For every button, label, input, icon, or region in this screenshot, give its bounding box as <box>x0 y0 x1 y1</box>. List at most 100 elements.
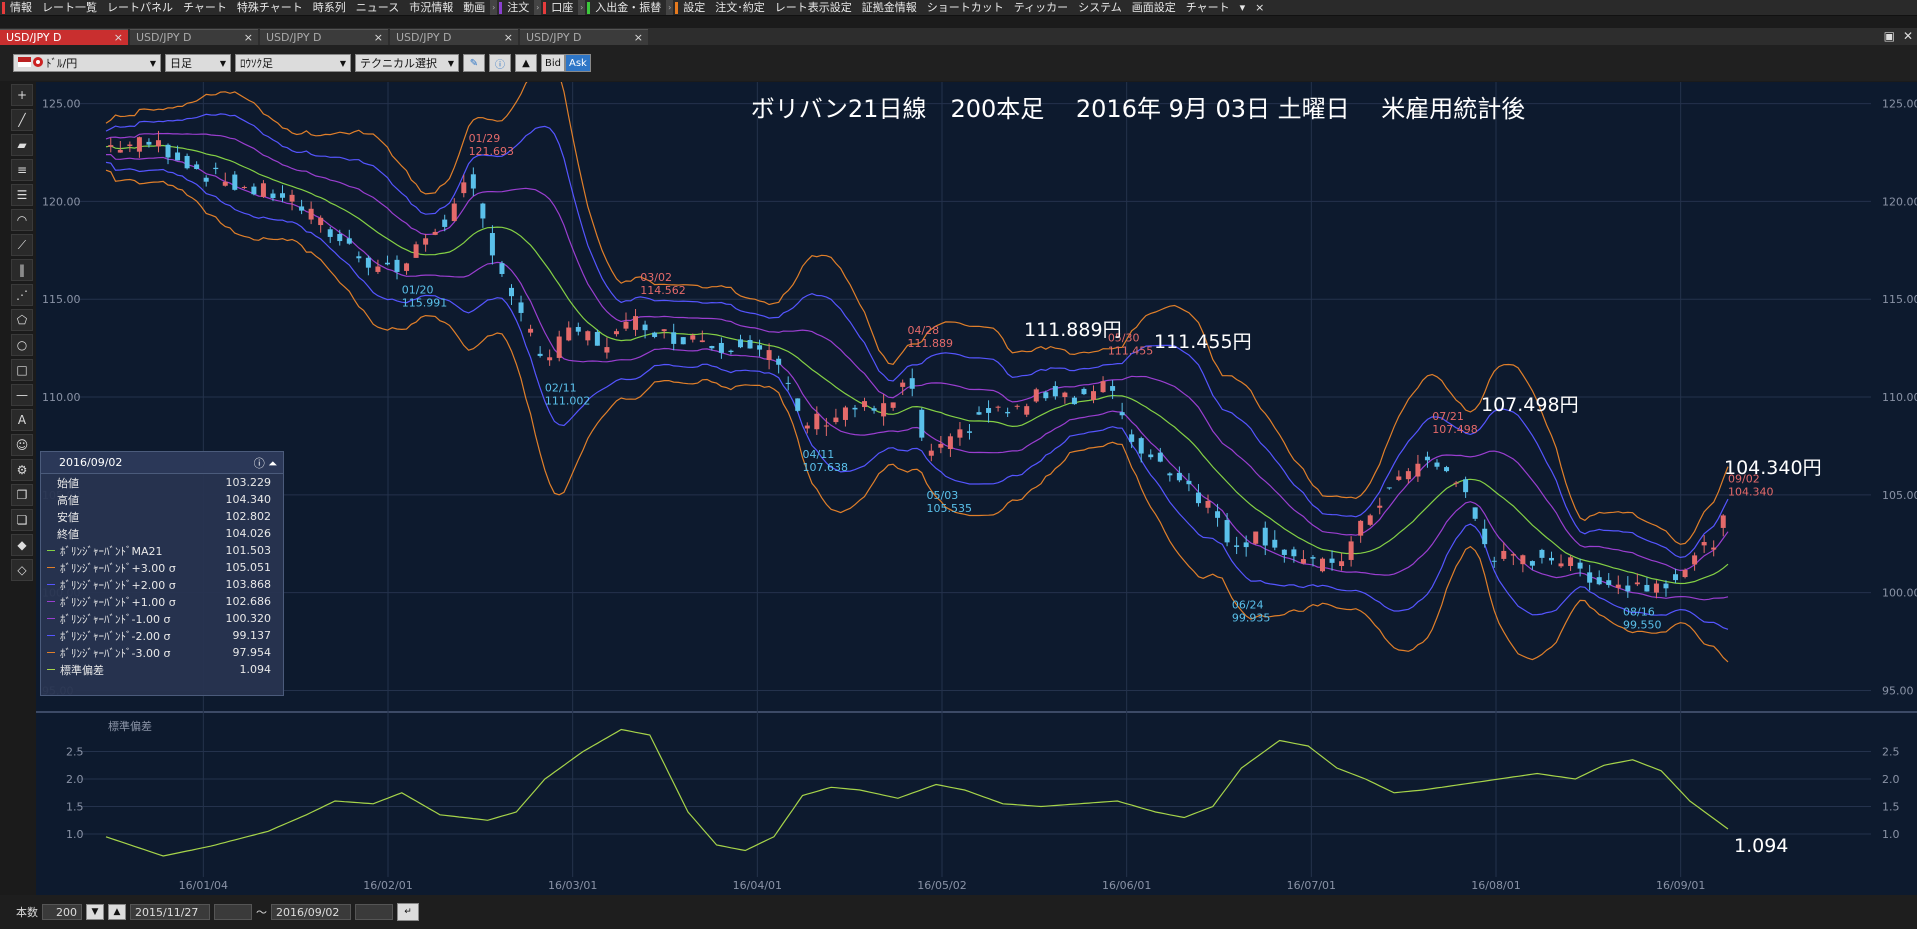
text-tool[interactable]: A <box>11 409 33 431</box>
period-select[interactable]: 日足 ▼ <box>165 54 231 72</box>
candle-body <box>891 402 896 407</box>
y-tick-label-right: 110.00 <box>1882 391 1917 404</box>
chart-tab[interactable]: USD/JPY D × <box>0 29 128 45</box>
line-tool[interactable]: — <box>11 384 33 406</box>
menu-item[interactable]: 市況情報 <box>404 0 458 16</box>
menu-item[interactable]: 画面設定 <box>1127 0 1181 16</box>
info-button[interactable]: ⓘ <box>489 54 511 72</box>
hline-tool[interactable]: ≡ <box>11 159 33 181</box>
candle-body <box>1120 412 1125 415</box>
menu-item[interactable]: レート一覧 <box>37 0 102 16</box>
candle-body <box>185 156 190 168</box>
candle-body <box>1482 529 1487 544</box>
paste-tool[interactable]: ❏ <box>11 509 33 531</box>
highlight-price-label: 111.889円 <box>1024 319 1122 341</box>
up-arrow-icon: ▲ <box>114 907 121 917</box>
chart-tab[interactable]: USD/JPY D × <box>520 29 648 45</box>
candle-body <box>452 204 457 222</box>
ruler-tool[interactable]: ▰ <box>11 134 33 156</box>
copy-tool[interactable]: ❐ <box>11 484 33 506</box>
menu-item[interactable]: 注文 <box>502 0 534 16</box>
menu-item[interactable]: ショートカット <box>922 0 1009 16</box>
menu-item[interactable]: 注文･約定 <box>710 0 770 16</box>
candle-body <box>1358 521 1363 536</box>
pentagon-tool[interactable]: ⬠ <box>11 309 33 331</box>
tab-close-icon[interactable]: × <box>634 31 643 44</box>
chart-type-select[interactable]: ﾛｳｿｸ足 ▼ <box>235 54 351 72</box>
menu-item[interactable]: チャート <box>178 0 232 16</box>
tab-close-icon[interactable]: × <box>504 31 513 44</box>
menu-item[interactable]: 情報 <box>5 0 37 16</box>
vlines-tool[interactable]: ‖ <box>11 259 33 281</box>
candle-body <box>1034 389 1039 401</box>
rectangle-tool[interactable]: □ <box>11 359 33 381</box>
menu-item[interactable]: 動画 <box>458 0 490 16</box>
candle-body <box>614 331 619 334</box>
candle-body <box>986 408 991 413</box>
candle-body <box>309 209 314 220</box>
tab-close-icon[interactable]: × <box>374 31 383 44</box>
chart-area[interactable]: 16/01/04 16/02/01 16/03/01 16/04/01 16/05/02… <box>36 82 1917 895</box>
bars-down-button[interactable]: ▼ <box>86 904 104 920</box>
tab-close-icon[interactable]: × <box>244 31 253 44</box>
apply-button[interactable]: ↵ <box>397 903 419 921</box>
info-row-value: 105.051 <box>226 561 272 574</box>
candle-body <box>719 343 724 353</box>
annotation-date: 01/29 <box>469 132 501 145</box>
menu-more-icon[interactable]: ▾ <box>1235 0 1251 16</box>
horizontal-lines-icon: ≡ <box>17 163 27 177</box>
fan-tool[interactable]: ⟋ <box>11 234 33 256</box>
menu-item[interactable]: 入出金・振替 <box>590 0 666 16</box>
menu-item[interactable]: 口座 <box>546 0 578 16</box>
menu-item[interactable]: システム <box>1073 0 1127 16</box>
crosshair-tool[interactable]: + <box>11 84 33 106</box>
from-date-field[interactable]: 2015/11/27 <box>130 904 210 920</box>
channel-tool[interactable]: ☰ <box>11 184 33 206</box>
menu-item[interactable]: ニュース <box>351 0 404 16</box>
menu-item[interactable]: 証拠金情報 <box>857 0 922 16</box>
menu-item[interactable]: レート表示設定 <box>770 0 857 16</box>
icon-tool[interactable]: ☺ <box>11 434 33 456</box>
info-collapse-icon[interactable]: ⓘ ⏶ <box>254 455 277 471</box>
technical-select[interactable]: テクニカル選択 ▼ <box>355 54 459 72</box>
chart-mode-button[interactable]: ▲ <box>515 54 537 72</box>
chart-tab[interactable]: USD/JPY D × <box>390 29 518 45</box>
menu-item[interactable]: 特殊チャート <box>232 0 308 16</box>
bars-up-button[interactable]: ▲ <box>108 904 126 920</box>
candle-body <box>528 329 533 333</box>
from-time-field[interactable] <box>214 904 252 920</box>
fib-arc-tool[interactable]: ◠ <box>11 209 33 231</box>
settings-tool[interactable]: ⚙ <box>11 459 33 481</box>
menu-item[interactable]: 時系列 <box>308 0 351 16</box>
pair-select[interactable]: ﾄﾞﾙ/円 ▼ <box>13 54 161 72</box>
ask-button[interactable]: Ask <box>565 54 591 72</box>
menu-item[interactable]: 設定 <box>678 0 710 16</box>
chart-tab[interactable]: USD/JPY D × <box>130 29 258 45</box>
menu-item[interactable]: チャート <box>1181 0 1235 16</box>
pen-button[interactable]: ✎ <box>463 54 485 72</box>
eraser-all-tool[interactable]: ◇ <box>11 559 33 581</box>
trendline-tool[interactable]: ╱ <box>11 109 33 131</box>
chart-tab[interactable]: USD/JPY D × <box>260 29 388 45</box>
tab-close-icon[interactable]: × <box>114 31 123 44</box>
menu-item[interactable]: レートパネル <box>102 0 178 16</box>
candle-body <box>1081 389 1086 394</box>
legend-swatch <box>47 618 55 619</box>
menu-item[interactable]: ティッカー <box>1009 0 1073 16</box>
circle-tool[interactable]: ○ <box>11 334 33 356</box>
bars-count-field[interactable]: 200 <box>42 904 82 920</box>
tab-bar: USD/JPY D × USD/JPY D × USD/JPY D × USD/JPY D ×… <box>0 28 1917 45</box>
to-time-field[interactable] <box>355 904 393 920</box>
paste-icon: ❏ <box>17 513 28 527</box>
eraser-tool[interactable]: ◆ <box>11 534 33 556</box>
candle-body <box>461 182 466 193</box>
info-row-value: 103.868 <box>226 578 272 591</box>
bid-button[interactable]: Bid <box>541 54 565 72</box>
restore-icon[interactable]: ▣ <box>1884 29 1895 43</box>
to-date-field[interactable]: 2016/09/02 <box>271 904 351 920</box>
chart-canvas[interactable]: 16/01/04 16/02/01 16/03/01 16/04/01 16/05/02… <box>36 82 1917 895</box>
close-icon[interactable]: ✕ <box>1903 29 1913 43</box>
y-tick-label-left: 115.00 <box>42 293 81 306</box>
pitchfork-tool[interactable]: ⋰ <box>11 284 33 306</box>
menu-close-icon[interactable]: × <box>1250 0 1269 16</box>
